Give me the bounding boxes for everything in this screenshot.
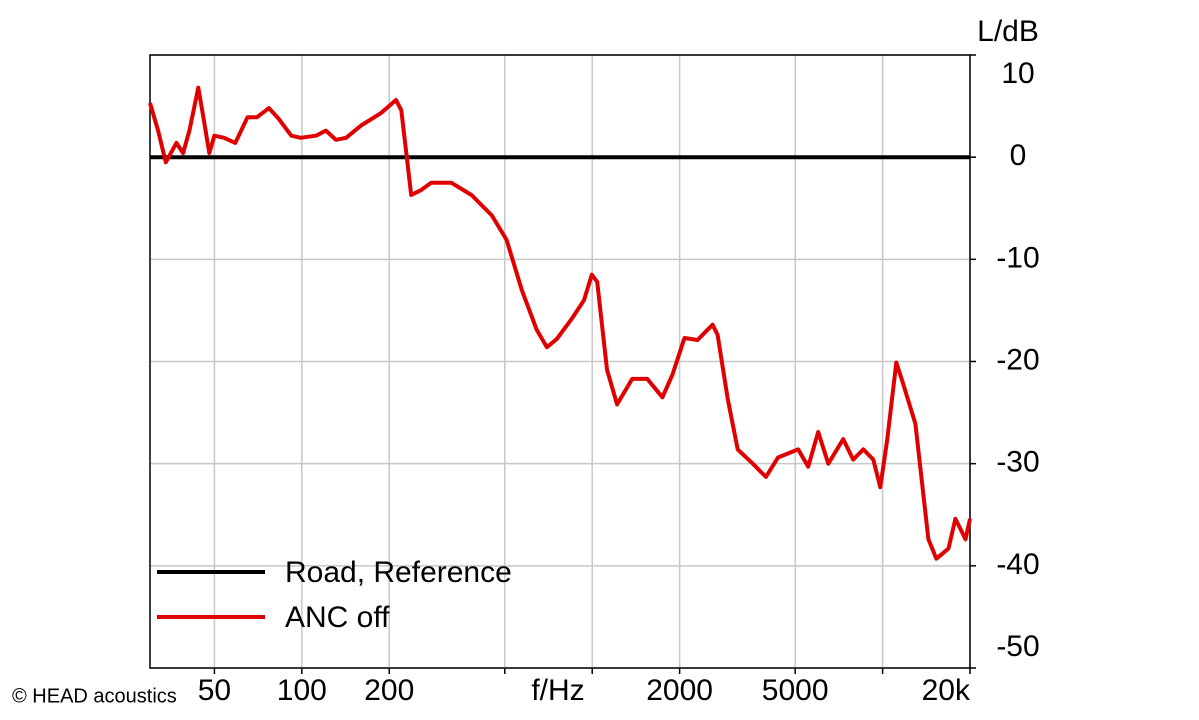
x-axis-label: f/Hz — [531, 674, 584, 707]
plot-frame — [149, 54, 971, 669]
legend-label: Road, Reference — [285, 556, 512, 589]
x-tick-label: 20k — [922, 674, 971, 707]
watermark: © HEAD acoustics — [12, 685, 177, 707]
x-tick-label: 50 — [198, 674, 231, 707]
y-tick-label: -20 — [996, 343, 1039, 376]
x-tick-label: 100 — [277, 674, 327, 707]
y-tick-label: -50 — [996, 630, 1039, 663]
data-line — [148, 85, 972, 561]
x-tick-label: 200 — [364, 674, 414, 707]
x-tick-label: 2000 — [646, 674, 713, 707]
x-tick-label: 5000 — [762, 674, 829, 707]
y-tick-label: -30 — [996, 446, 1039, 479]
y-tick-label: -10 — [996, 241, 1039, 274]
y-tick-label: -40 — [996, 548, 1039, 581]
y-tick-label: 0 — [1010, 139, 1027, 172]
y-axis-label: L/dB — [977, 15, 1039, 48]
y-tick-label: 10 — [1001, 57, 1034, 90]
legend-label: ANC off — [285, 601, 390, 634]
